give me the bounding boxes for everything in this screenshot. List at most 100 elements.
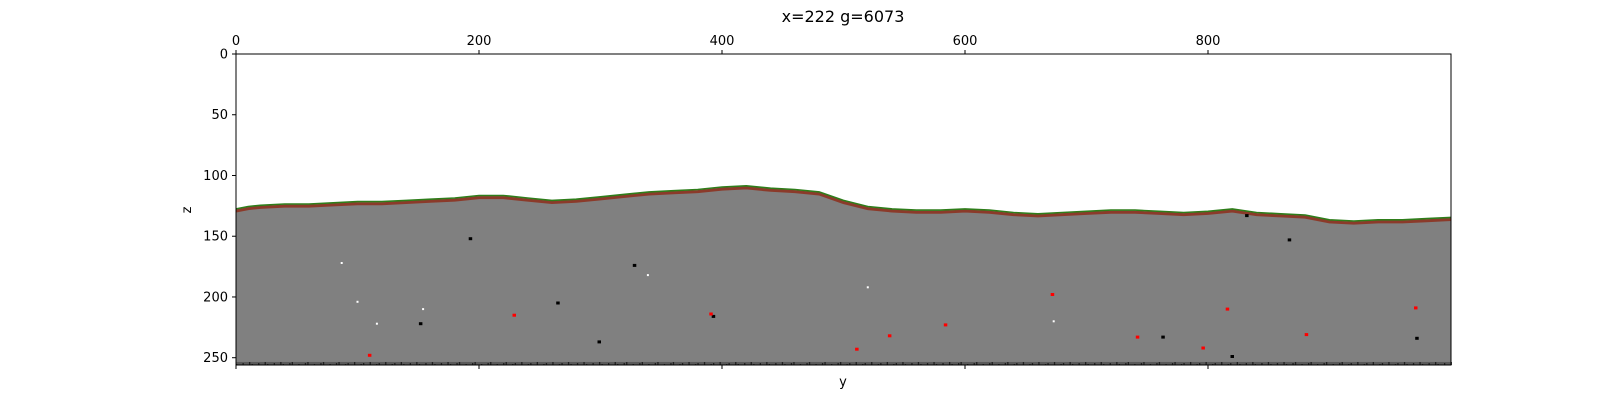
feature-air [375,322,378,325]
feature-cave-black [597,340,601,344]
bedrock-speck [576,363,579,365]
bedrock-speck [1310,362,1312,365]
bedrock-speck [639,363,641,365]
plot-area [235,53,1452,366]
bedrock-speck [672,362,675,365]
x-tick-label: 400 [710,34,735,49]
bedrock-speck [369,362,371,365]
bedrock-speck [1308,363,1310,365]
feature-cave-black [1287,238,1292,242]
bedrock-speck [1245,363,1247,365]
bedrock-speck [1004,363,1006,365]
bedrock-speck [521,362,523,365]
bedrock-speck [503,363,505,365]
bedrock-speck [1085,362,1087,365]
bedrock-speck [1323,363,1325,365]
bedrock-speck [657,362,659,365]
bedrock-speck [1158,362,1161,365]
bedrock-speck [790,363,793,365]
bedrock-speck [545,363,548,365]
bedrock-speck [681,363,684,365]
bedrock-speck [335,363,338,365]
bedrock-speck [808,362,811,365]
feature-cave-black [711,314,716,318]
y-tick-label: 250 [203,351,228,366]
x-axis-label: y [839,375,847,390]
bedrock-speck [242,363,244,365]
bedrock-speck [1292,363,1294,365]
bedrock-speck [1267,362,1270,365]
bedrock-speck [1190,362,1192,365]
x-tick-label: 800 [1196,34,1221,49]
x-tick-label: 0 [232,34,240,49]
bedrock-speck [1283,362,1285,365]
bedrock-speck [1053,362,1056,365]
bedrock-speck [976,362,978,365]
x-tick-label: 200 [467,34,492,49]
feature-cave-black [418,322,423,326]
bedrock-speck [960,362,962,365]
bedrock-speck [1357,362,1359,365]
feature-cave-black [632,263,637,267]
bedrock-speck [942,363,944,365]
bedrock-speck [487,363,489,365]
y-axis-label: z [180,206,195,213]
bedrock-speck [1116,362,1118,365]
feature-air [340,262,343,264]
bedrock-speck [871,362,873,365]
bedrock-speck [1419,362,1421,365]
feature-ore-red [709,312,713,316]
feature-ore-red [1135,335,1140,339]
bedrock-speck [911,363,913,365]
bedrock-speck [1047,363,1049,365]
bedrock-speck [1412,363,1415,365]
bedrock-speck [409,363,411,365]
bedrock-speck [1156,363,1158,365]
plot-frame [235,53,1452,366]
bedrock-speck [599,362,601,365]
stone-region [236,186,1451,365]
feature-cave-black [556,301,560,305]
bedrock-speck [880,363,882,365]
bedrock-speck [1109,363,1111,365]
bedrock-speck [1388,362,1390,365]
bedrock-speck [781,362,784,365]
feature-ore-red [887,334,892,338]
bedrock-speck [1366,363,1368,365]
bedrock-speck [1339,363,1341,365]
feature-air [422,308,425,311]
bedrock-speck [744,363,746,365]
bedrock-speck [425,363,427,365]
bedrock-speck [641,362,643,365]
y-tick-label: 100 [203,169,228,184]
feature-ore-red [512,313,516,317]
bedrock-speck [1171,363,1174,365]
bedrock-band [236,361,1451,365]
bedrock-speck [840,362,842,365]
bedrock-speck [400,362,402,365]
bedrock-speck [1199,363,1201,365]
bedrock-speck [1230,363,1232,365]
bedrock-speck [1125,363,1127,365]
bedrock-speck [1236,362,1238,365]
bedrock-speck [472,363,474,365]
bedrock-speck [354,362,356,365]
bedrock-speck [1214,363,1216,365]
y-axis: 0 50 100 150 200 250 [203,48,236,366]
feature-cave-black [1245,214,1249,218]
bedrock-speck [291,362,293,365]
bedrock-speck [1100,362,1102,365]
bedrock-speck [440,363,443,365]
bedrock-speck [933,362,935,365]
bedrock-speck [289,363,291,365]
bedrock-speck [670,363,672,365]
bedrock-speck [1381,363,1384,365]
bedrock-speck [837,363,839,365]
bedrock-speck [1428,363,1430,365]
bedrock-speck [1143,362,1145,365]
bedrock-speck [750,362,752,365]
feature-ore-red [1201,346,1205,350]
x-tick-label: 600 [953,34,978,49]
bedrock-speck [458,362,461,365]
